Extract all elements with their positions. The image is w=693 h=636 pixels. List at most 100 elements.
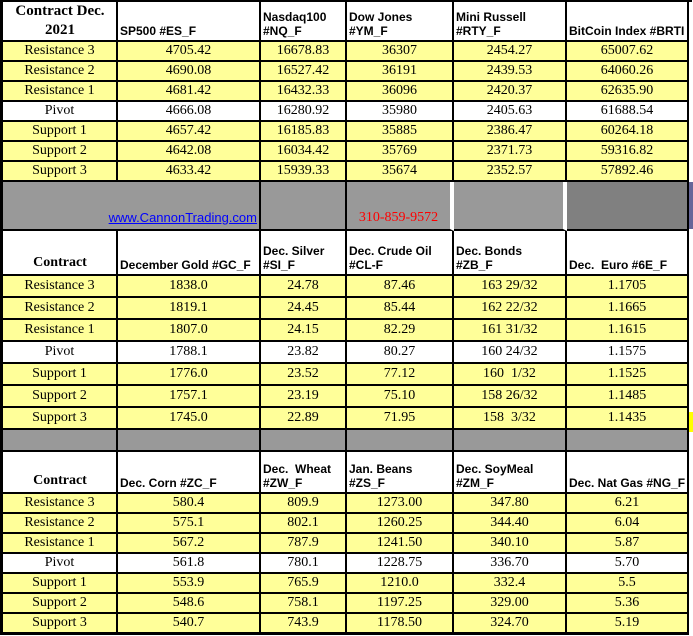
value-cell: 1.1705 — [567, 276, 689, 298]
value-cell: 35674 — [347, 162, 454, 182]
value-cell: 4666.08 — [118, 102, 261, 122]
value-cell: 5.19 — [567, 614, 689, 635]
value-cell: 24.45 — [261, 298, 347, 320]
band-cell — [118, 430, 261, 452]
value-cell: 161 31/32 — [454, 320, 567, 342]
value-cell: 743.9 — [261, 614, 347, 635]
value-cell: 548.6 — [118, 594, 261, 614]
value-cell: 36307 — [347, 42, 454, 62]
value-cell: 65007.62 — [567, 42, 689, 62]
value-cell: 77.12 — [347, 364, 454, 386]
table-row: Pivot 561.8 780.1 1228.75 336.70 5.70 — [3, 554, 692, 574]
value-cell: 16034.42 — [261, 142, 347, 162]
corner-header-contract: Contract — [3, 231, 118, 276]
band-cell — [261, 430, 347, 452]
row-label-cell: Resistance 3 — [3, 42, 118, 62]
column-header-dec-soymeal: Dec. SoyMeal #ZM_F — [454, 452, 567, 494]
value-cell: 6.21 — [567, 494, 689, 514]
table-row: Support 1 553.9 765.9 1210.0 332.4 5.5 — [3, 574, 692, 594]
column-header-dec-euro: Dec. Euro #6E_F — [567, 231, 689, 276]
value-cell: 57892.46 — [567, 162, 689, 182]
value-cell: 324.70 — [454, 614, 567, 635]
column-header-nasdaq100: Nasdaq100 #NQ_F — [261, 2, 347, 42]
value-cell: 765.9 — [261, 574, 347, 594]
section3-rows: Resistance 3 580.4 809.9 1273.00 347.80 6.21 R… — [3, 494, 692, 635]
cannon-trading-link[interactable]: www.CannonTrading.com — [108, 210, 257, 225]
value-cell: 1788.1 — [118, 342, 261, 364]
value-cell: 1776.0 — [118, 364, 261, 386]
column-header-dec-bonds: Dec. Bonds #ZB_F — [454, 231, 567, 276]
value-cell: 1.1575 — [567, 342, 689, 364]
value-cell: 15939.33 — [261, 162, 347, 182]
value-cell: 1228.75 — [347, 554, 454, 574]
section2-rows: Resistance 3 1838.0 24.78 87.46 163 29/32 1.1… — [3, 276, 692, 430]
table-row: Support 1 1776.0 23.52 77.12 160 1/32 1.1525 — [3, 364, 692, 386]
value-cell: 24.15 — [261, 320, 347, 342]
value-cell: 16527.42 — [261, 62, 347, 82]
table-row: Resistance 2 1819.1 24.45 85.44 162 22/32 1.1… — [3, 298, 692, 320]
value-cell: 2454.27 — [454, 42, 567, 62]
value-cell: 1.1435 — [567, 408, 689, 430]
value-cell: 2420.37 — [454, 82, 567, 102]
table-row: Resistance 3 580.4 809.9 1273.00 347.80 6.21 — [3, 494, 692, 514]
row-label-cell: Resistance 1 — [3, 534, 118, 554]
value-cell: 1819.1 — [118, 298, 261, 320]
table-row: Resistance 1 4681.42 16432.33 36096 2420.37 6… — [3, 82, 692, 102]
value-cell: 332.4 — [454, 574, 567, 594]
value-cell: 1273.00 — [347, 494, 454, 514]
column-header-dec-wheat: Dec. Wheat #ZW_F — [261, 452, 347, 494]
info-band: www.CannonTrading.com 310-859-9572 — [3, 182, 692, 231]
row-label-cell: Resistance 1 — [3, 82, 118, 102]
value-cell: 347.80 — [454, 494, 567, 514]
value-cell: 575.1 — [118, 514, 261, 534]
value-cell: 160 1/32 — [454, 364, 567, 386]
column-header-december-gold: December Gold #GC_F — [118, 231, 261, 276]
phone-number: 310-859-9572 — [358, 210, 439, 225]
value-cell: 35980 — [347, 102, 454, 122]
section1-rows: Resistance 3 4705.42 16678.83 36307 2454.27 6… — [3, 42, 692, 182]
value-cell: 2352.57 — [454, 162, 567, 182]
value-cell: 59316.82 — [567, 142, 689, 162]
table-row: Support 2 548.6 758.1 1197.25 329.00 5.36 — [3, 594, 692, 614]
value-cell: 2386.47 — [454, 122, 567, 142]
column-header-dec-crude-oil: Dec. Crude Oil #CL-F — [347, 231, 454, 276]
table-row: Support 2 4642.08 16034.42 35769 2371.73 5931… — [3, 142, 692, 162]
column-header-mini-russell: Mini Russell #RTY_F — [454, 2, 567, 42]
row-label-cell: Pivot — [3, 342, 118, 364]
value-cell: 580.4 — [118, 494, 261, 514]
value-cell: 62635.90 — [567, 82, 689, 102]
value-cell: 567.2 — [118, 534, 261, 554]
table-row: Resistance 1 1807.0 24.15 82.29 161 31/32 1.1… — [3, 320, 692, 342]
value-cell: 4657.42 — [118, 122, 261, 142]
band-cell — [567, 182, 689, 231]
band-link-cell: www.CannonTrading.com — [3, 182, 261, 231]
row-label-cell: Resistance 2 — [3, 62, 118, 82]
value-cell: 24.78 — [261, 276, 347, 298]
value-cell: 4705.42 — [118, 42, 261, 62]
edge-yellow-sliver — [689, 412, 693, 432]
section1-header-row: Contract Dec. 2021 SP500 #ES_F Nasdaq100… — [3, 2, 692, 42]
divider-band — [3, 430, 692, 452]
row-label-cell: Resistance 2 — [3, 298, 118, 320]
table-row: Support 1 4657.42 16185.83 35885 2386.47 6026… — [3, 122, 692, 142]
column-header-sp500: SP500 #ES_F — [118, 2, 261, 42]
value-cell: 23.82 — [261, 342, 347, 364]
value-cell: 802.1 — [261, 514, 347, 534]
row-label-cell: Support 3 — [3, 408, 118, 430]
row-label-cell: Pivot — [3, 102, 118, 122]
value-cell: 163 29/32 — [454, 276, 567, 298]
value-cell: 1178.50 — [347, 614, 454, 635]
value-cell: 340.10 — [454, 534, 567, 554]
value-cell: 4642.08 — [118, 142, 261, 162]
value-cell: 6.04 — [567, 514, 689, 534]
table-row: Resistance 1 567.2 787.9 1241.50 340.10 5.87 — [3, 534, 692, 554]
column-header-dec-silver: Dec. Silver #SI_F — [261, 231, 347, 276]
band-cell — [454, 430, 567, 452]
column-header-dec-nat-gas: Dec. Nat Gas #NG_F — [567, 452, 689, 494]
row-label-cell: Support 2 — [3, 594, 118, 614]
row-label-cell: Support 1 — [3, 574, 118, 594]
value-cell: 60264.18 — [567, 122, 689, 142]
value-cell: 16432.33 — [261, 82, 347, 102]
value-cell: 329.00 — [454, 594, 567, 614]
